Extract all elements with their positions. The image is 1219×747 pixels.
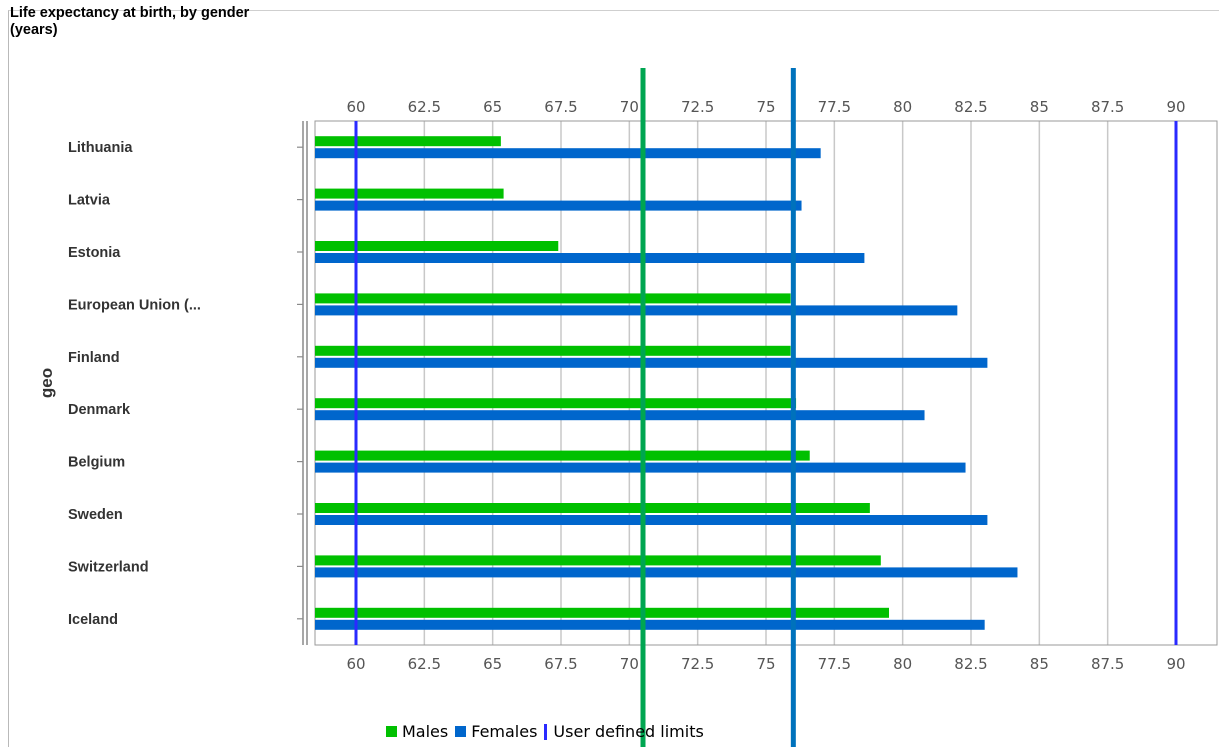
legend: Males Females User defined limits <box>386 722 711 741</box>
y-axis-title: geo <box>37 368 56 398</box>
bar-males <box>315 136 501 147</box>
x-tick-label-bottom: 77.5 <box>818 655 851 673</box>
bar-males <box>315 555 881 566</box>
bar-females <box>315 305 958 316</box>
bar-males <box>315 398 797 409</box>
x-tick-label-top: 60 <box>346 98 365 116</box>
x-tick-label-bottom: 85 <box>1030 655 1049 673</box>
legend-swatch-males <box>386 726 397 737</box>
bar-females <box>315 148 821 159</box>
x-tick-label-bottom: 90 <box>1166 655 1185 673</box>
legend-label-males: Males <box>402 722 449 741</box>
x-tick-label-bottom: 72.5 <box>681 655 714 673</box>
x-tick-label-bottom: 60 <box>346 655 365 673</box>
x-tick-label-top: 72.5 <box>681 98 714 116</box>
bar-males <box>315 345 791 356</box>
x-tick-label-top: 87.5 <box>1091 98 1124 116</box>
x-tick-label-top: 90 <box>1166 98 1185 116</box>
category-label: European Union (... <box>68 297 201 313</box>
bar-males <box>315 188 504 199</box>
x-tick-label-top: 80 <box>893 98 912 116</box>
bar-females <box>315 253 865 263</box>
x-tick-label-top: 67.5 <box>544 98 577 116</box>
category-label: Latvia <box>68 193 111 209</box>
category-label: Belgium <box>68 455 125 471</box>
x-tick-label-bottom: 87.5 <box>1091 655 1124 673</box>
x-tick-label-bottom: 65 <box>483 655 502 673</box>
legend-item-females: Females <box>455 722 537 741</box>
x-tick-label-bottom: 75 <box>756 655 775 673</box>
category-label: Lithuania <box>68 140 133 156</box>
bar-males <box>315 241 559 251</box>
chart-frame <box>8 10 1219 747</box>
x-tick-label-bottom: 67.5 <box>544 655 577 673</box>
x-tick-label-top: 77.5 <box>818 98 851 116</box>
x-tick-label-bottom: 82.5 <box>954 655 987 673</box>
category-label: Estonia <box>68 245 121 261</box>
plot-border <box>314 120 1218 646</box>
bar-females <box>315 462 966 473</box>
x-tick-label-top: 82.5 <box>954 98 987 116</box>
legend-label-user-limits: User defined limits <box>553 722 704 741</box>
bar-males <box>315 450 810 461</box>
x-tick-label-top: 65 <box>483 98 502 116</box>
legend-item-user-limits: User defined limits <box>544 722 704 741</box>
bar-females <box>315 515 988 525</box>
legend-swatch-user-limits <box>544 723 548 740</box>
category-label: Switzerland <box>68 559 149 575</box>
x-tick-label-top: 85 <box>1030 98 1049 116</box>
chart-title-line1: Life expectancy at birth, by gender <box>10 5 250 21</box>
legend-item-males: Males <box>386 722 448 741</box>
category-label: Sweden <box>68 507 123 523</box>
x-tick-label-bottom: 70 <box>620 655 639 673</box>
category-label: Finland <box>68 350 120 366</box>
chart-title-line2: (years) <box>10 22 58 38</box>
x-tick-label-bottom: 80 <box>893 655 912 673</box>
legend-label-females: Females <box>471 722 538 741</box>
x-tick-label-bottom: 62.5 <box>408 655 441 673</box>
x-tick-label-top: 62.5 <box>408 98 441 116</box>
bar-females <box>315 357 988 368</box>
bar-females <box>315 619 985 630</box>
x-tick-label-top: 70 <box>620 98 639 116</box>
bar-females <box>315 200 802 211</box>
bar-females <box>315 410 925 421</box>
bar-females <box>315 567 1018 578</box>
chart-title: Life expectancy at birth, by gender (yea… <box>10 5 249 39</box>
category-label: Denmark <box>68 402 131 418</box>
category-label: Iceland <box>68 612 118 628</box>
bar-males <box>315 503 870 513</box>
legend-swatch-females <box>455 726 467 737</box>
bar-males <box>315 293 791 304</box>
x-tick-label-top: 75 <box>756 98 775 116</box>
bar-males <box>315 607 889 618</box>
